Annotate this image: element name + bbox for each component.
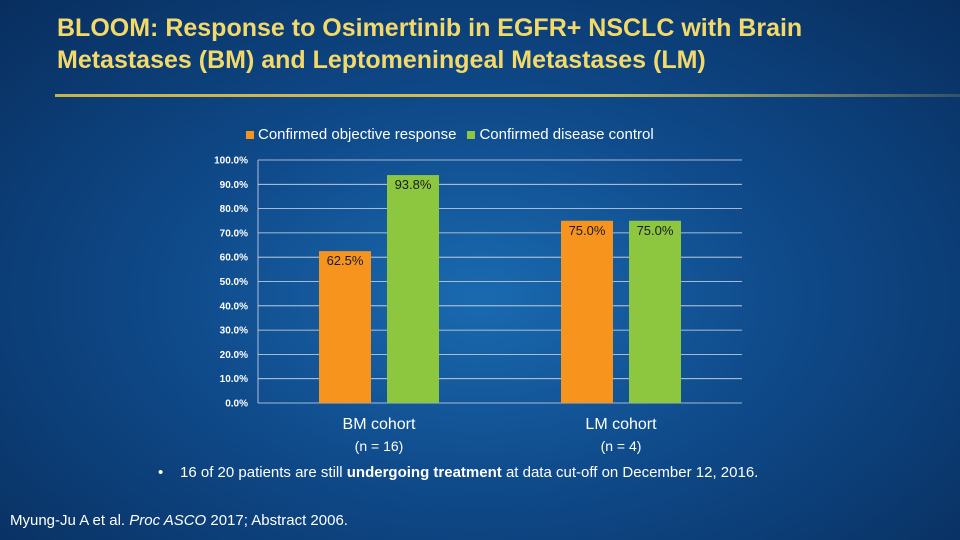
legend-item-objective: Confirmed objective response xyxy=(246,126,456,143)
data-label: 75.0% xyxy=(637,223,674,238)
legend-swatch-objective xyxy=(246,130,254,139)
y-tick-label: 10.0% xyxy=(220,374,248,385)
y-tick-label: 30.0% xyxy=(220,326,248,337)
citation-rest: 2017; Abstract 2006. xyxy=(206,512,348,529)
y-tick-label: 60.0% xyxy=(220,253,248,264)
bar-objective xyxy=(561,220,613,403)
bullet-suffix: at data cut-off on December 12, 2016. xyxy=(501,464,759,481)
data-label: 62.5% xyxy=(327,253,364,268)
y-tick-label: 80.0% xyxy=(220,204,248,215)
bullet-note: • 16 of 20 patients are still undergoing… xyxy=(158,464,758,481)
x-category-label: LM cohort xyxy=(585,416,657,433)
citation: Myung-Ju A et al. Proc ASCO 2017; Abstra… xyxy=(10,512,348,529)
bullet-text: 16 of 20 patients are still undergoing t… xyxy=(180,464,758,481)
bar-control xyxy=(387,175,439,403)
legend-label-objective: Confirmed objective response xyxy=(258,126,457,143)
legend-item-control: Confirmed disease control xyxy=(467,126,654,143)
y-tick-label: 70.0% xyxy=(220,228,248,239)
legend-label-control: Confirmed disease control xyxy=(479,126,654,143)
x-category-subtitle: (n = 4) xyxy=(601,438,642,454)
data-label: 93.8% xyxy=(395,177,432,192)
y-tick-label: 0.0% xyxy=(225,399,248,410)
bullet-prefix: 16 of 20 patients are still xyxy=(180,464,347,481)
bullet-bold: undergoing treatment xyxy=(346,464,502,481)
citation-authors: Myung-Ju A et al. xyxy=(10,512,130,529)
legend-swatch-control xyxy=(467,130,476,139)
x-category-subtitle: (n = 16) xyxy=(355,438,404,454)
y-tick-label: 100.0% xyxy=(214,156,248,167)
title-divider xyxy=(55,94,960,97)
bar-objective xyxy=(319,251,371,403)
data-label: 75.0% xyxy=(569,223,606,238)
bullet-marker: • xyxy=(158,464,164,481)
citation-journal: Proc ASCO xyxy=(129,512,207,529)
y-tick-label: 90.0% xyxy=(220,180,248,191)
y-tick-label: 50.0% xyxy=(220,277,248,288)
x-category-label: BM cohort xyxy=(343,416,416,433)
slide-title: BLOOM: Response to Osimertinib in EGFR+ … xyxy=(57,14,803,74)
bar-control xyxy=(629,220,681,403)
chart-legend: Confirmed objective response Confirmed d… xyxy=(246,126,665,143)
y-tick-label: 20.0% xyxy=(220,350,248,361)
y-tick-label: 40.0% xyxy=(220,301,248,312)
